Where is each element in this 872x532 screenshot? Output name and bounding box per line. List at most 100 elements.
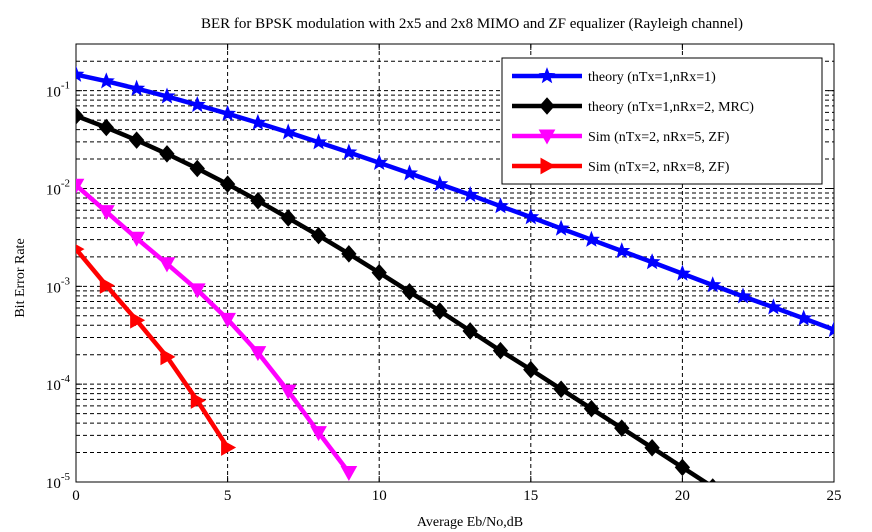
legend-box [501, 57, 823, 185]
data-point [673, 264, 691, 281]
data-point [340, 466, 358, 482]
data-point [280, 209, 296, 227]
data-point [99, 277, 115, 294]
data-point [795, 309, 813, 326]
x-axis-label: Average Eb/No,dB [417, 515, 523, 530]
y-tick-base: 10 [46, 280, 61, 296]
data-point [130, 311, 146, 329]
data-point [221, 439, 237, 456]
legend: theory (nTx=1,nRx=1) theory (nTx=1,nRx=2,… [501, 57, 823, 185]
data-point [310, 426, 327, 442]
x-tick-label: 0 [72, 488, 80, 504]
plot-area [75, 43, 835, 483]
y-tick-label: 10-4 [46, 373, 71, 394]
series-line [76, 183, 351, 474]
data-point [219, 104, 237, 121]
legend-item: Sim (nTx=2, nRx=8, ZF) [512, 157, 730, 175]
y-tick-exponent: -3 [61, 275, 71, 287]
chart-title: BER for BPSK modulation with 2x5 and 2x8… [201, 16, 743, 32]
data-point [552, 219, 570, 236]
data-point [98, 118, 114, 137]
data-point [128, 131, 145, 149]
data-point [158, 257, 176, 273]
data-point [582, 230, 600, 247]
x-tick-label: 15 [523, 488, 538, 504]
y-axis: 10-110-210-310-410-5 [46, 80, 834, 492]
data-point [643, 253, 661, 270]
y-tick-label: 10-3 [46, 275, 71, 296]
data-point [219, 312, 236, 328]
data-point [341, 245, 357, 263]
data-point [310, 133, 328, 150]
data-point [432, 302, 448, 320]
data-point [190, 392, 206, 409]
series-2 [76, 107, 717, 482]
legend-item: theory (nTx=1,nRx=1) [512, 67, 716, 85]
data-point [128, 231, 145, 247]
x-tick-label: 10 [372, 488, 387, 504]
data-point [76, 65, 85, 82]
y-tick-exponent: -5 [61, 471, 71, 483]
legend-marker [538, 67, 556, 84]
data-point [279, 384, 297, 400]
data-point [76, 178, 85, 194]
x-tick-label: 20 [675, 488, 690, 504]
data-point [491, 197, 509, 214]
data-point [462, 322, 478, 340]
legend-marker [540, 157, 556, 175]
legend-label: theory (nTx=1,nRx=2, MRC) [588, 100, 754, 115]
series-line [76, 113, 710, 482]
data-point [340, 143, 358, 160]
x-axis: 0 5 10 15 20 25 [72, 44, 842, 504]
data-point [279, 123, 297, 140]
legend-marker [539, 97, 555, 115]
y-tick-label: 10-2 [46, 178, 70, 199]
y-tick-base: 10 [46, 85, 61, 101]
series-4 [76, 244, 237, 456]
data-point [370, 153, 388, 171]
data-point [674, 458, 691, 477]
data-point [250, 191, 266, 210]
x-tick-label: 25 [827, 488, 842, 504]
data-point [249, 113, 267, 130]
data-point [188, 283, 206, 299]
data-point [613, 242, 631, 259]
data-point [401, 283, 418, 301]
series-3 [76, 178, 358, 482]
data-point [734, 287, 752, 304]
series-line [76, 247, 230, 449]
data-point [583, 399, 600, 418]
data-point [492, 341, 509, 360]
legend-item: theory (nTx=1,nRx=2, MRC) [512, 97, 754, 115]
y-tick-exponent: -2 [61, 178, 70, 190]
legend-label: Sim (nTx=2, nRx=8, ZF) [588, 160, 730, 175]
data-point [188, 96, 206, 113]
legend-marker [538, 129, 556, 145]
y-axis-label: Bit Error Rate [13, 238, 28, 317]
data-point [219, 175, 236, 193]
y-tick-base: 10 [46, 378, 61, 394]
y-tick-exponent: -1 [61, 80, 70, 92]
legend-item: Sim (nTx=2, nRx=5, ZF) [512, 129, 730, 145]
legend-label: theory (nTx=1,nRx=1) [588, 70, 716, 85]
data-point [709, 478, 717, 482]
data-point [644, 438, 660, 457]
data-point [431, 175, 449, 192]
data-point [614, 419, 630, 437]
series-layer [76, 65, 834, 482]
data-point [553, 380, 569, 398]
x-tick-label: 5 [224, 488, 232, 504]
y-tick-base: 10 [46, 476, 61, 492]
data-point [371, 263, 387, 282]
y-tick-label: 10-1 [46, 80, 70, 101]
data-point [128, 79, 146, 96]
series-1 [76, 65, 834, 337]
data-point [97, 205, 115, 221]
data-point [523, 360, 539, 379]
y-tick-base: 10 [46, 183, 61, 199]
data-point [310, 226, 327, 245]
data-point [76, 107, 84, 125]
data-point [158, 87, 176, 104]
data-point [97, 72, 115, 89]
